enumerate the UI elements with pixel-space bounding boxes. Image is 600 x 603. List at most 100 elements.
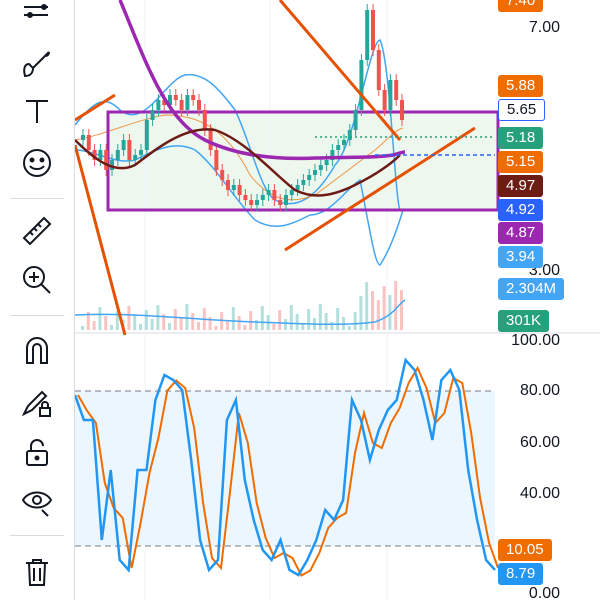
volume-bar [144, 310, 148, 330]
candle [260, 195, 265, 200]
volume-bar [162, 314, 166, 330]
volume-bar [92, 321, 96, 330]
candle [353, 110, 358, 130]
volume-bar [382, 286, 386, 330]
candle [266, 190, 271, 195]
candle [324, 160, 329, 165]
candle [139, 150, 143, 155]
candle [394, 80, 399, 100]
trend-line-up[interactable] [284, 126, 476, 252]
candle [173, 95, 178, 100]
candle [400, 100, 404, 120]
osc-axis-label: 0.00 [528, 585, 560, 602]
volume-bar [179, 318, 183, 330]
stoch-d-tag: 10.05 [498, 539, 552, 561]
brush-button[interactable] [15, 45, 59, 85]
candle [342, 140, 346, 145]
volume-bar [98, 307, 102, 330]
magnet-button[interactable] [15, 330, 59, 370]
pattern-lines-button[interactable] [15, 0, 59, 40]
candle [382, 90, 387, 110]
lock-drawing-icon [21, 390, 51, 417]
volume-bar [231, 307, 235, 330]
volume-bar [156, 305, 160, 330]
volume-tag-301k: 301K [498, 310, 550, 332]
zoom-in-icon [23, 266, 51, 294]
candle [150, 110, 155, 120]
price-tag-7-40: 7.40 [498, 0, 544, 12]
candle [92, 150, 97, 160]
candle [98, 150, 103, 160]
volume-bar [278, 310, 282, 330]
volume-bar [139, 324, 142, 330]
volume-bar [388, 295, 392, 330]
candle [336, 145, 341, 150]
chart-canvas[interactable] [75, 0, 600, 600]
text-button[interactable] [15, 92, 59, 132]
candle [295, 185, 300, 190]
volume-bar [104, 316, 108, 330]
volume-bar [365, 282, 369, 330]
candle [284, 195, 288, 205]
candle [347, 130, 352, 140]
candle [376, 50, 381, 90]
volume-bar [371, 291, 374, 330]
candle [214, 150, 219, 170]
volume-bar [301, 323, 305, 330]
volume-bar [295, 314, 299, 330]
stoch-k-tag: 8.79 [498, 563, 544, 585]
candle [237, 185, 242, 195]
volume-bar [237, 316, 241, 330]
price-tag-4-87: 4.87 [498, 222, 544, 244]
zoom-in-button[interactable] [15, 260, 59, 300]
price-axis-label: 7.00 [528, 19, 560, 36]
candle [318, 165, 323, 170]
candle [202, 110, 207, 130]
volume-bar [185, 304, 189, 330]
volume-bar [255, 320, 258, 330]
volume-bar [400, 290, 403, 330]
volume-bar [330, 322, 334, 330]
trash-button[interactable] [15, 552, 59, 592]
eye-visibility-button[interactable] [15, 481, 59, 521]
price-tag-5-15: 5.15 [498, 151, 544, 173]
volume-bar [284, 319, 287, 330]
toolbar-divider [10, 315, 64, 316]
candle [278, 200, 283, 205]
candle [388, 80, 393, 110]
candle [162, 100, 167, 105]
candle [127, 140, 132, 160]
volume-ma-line [75, 299, 406, 326]
drawing-toolbar [0, 0, 75, 600]
candle [371, 10, 375, 50]
trend-line-down-left[interactable] [75, 144, 127, 336]
candle [144, 120, 149, 150]
candle [255, 200, 259, 205]
unlock-button[interactable] [15, 432, 59, 472]
emoji-icon [23, 149, 51, 177]
ruler-button[interactable] [15, 211, 59, 251]
trend-line-down-right[interactable] [278, 0, 402, 141]
candle [168, 95, 172, 105]
candle [208, 130, 213, 150]
trend-line-left[interactable] [75, 93, 116, 122]
volume-bars [81, 281, 403, 330]
magnet-icon [26, 337, 48, 364]
candle [301, 180, 306, 185]
emoji-button[interactable] [15, 143, 59, 183]
candle [289, 190, 294, 195]
lock-drawing-button[interactable] [15, 383, 59, 423]
volume-bar [394, 281, 398, 330]
volume-bar [336, 308, 340, 330]
volume-bar [359, 296, 363, 330]
volume-bar [214, 326, 218, 330]
ma-purple-line [118, 0, 406, 161]
osc-axis-label: 40.00 [519, 485, 560, 502]
ruler-icon [22, 216, 52, 246]
volume-bar [81, 326, 84, 330]
chart-area[interactable]: 7.00 3.00 100.00 80.00 60.00 40.00 0.00 … [75, 0, 600, 602]
volume-bar [260, 306, 264, 330]
volume-bar [347, 326, 351, 330]
candle [231, 185, 236, 190]
volume-bar [272, 324, 276, 330]
